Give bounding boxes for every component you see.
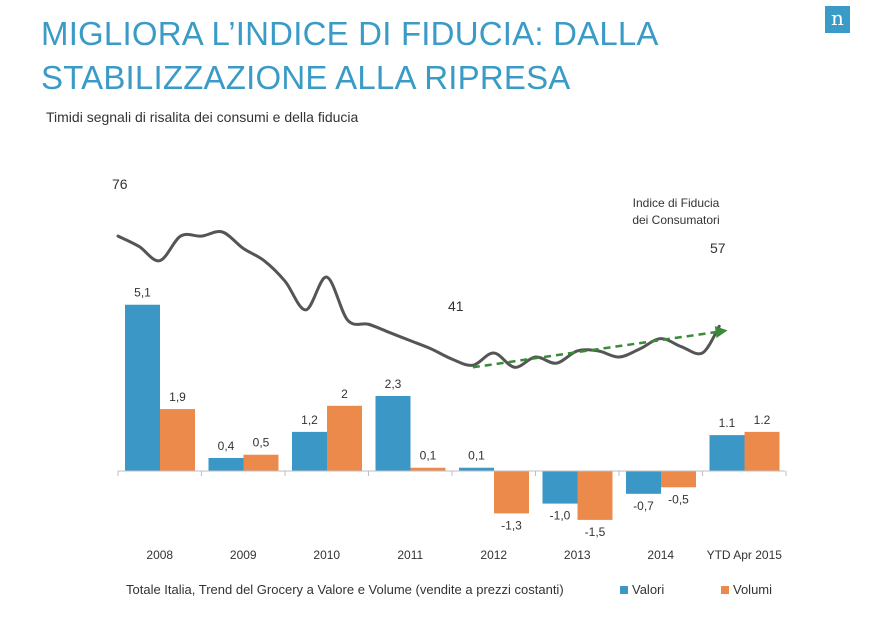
line-series-label-1: Indice di Fiducia [633, 196, 720, 210]
data-label-volumi-2012: -1,3 [501, 518, 522, 532]
bar-valori-2012 [459, 467, 494, 471]
bar-volumi-2008 [160, 409, 195, 471]
x-tick-label-2009: 2009 [230, 548, 257, 562]
data-label-volumi-ytd-apr-2015: 1.2 [754, 413, 771, 427]
annotation-41: 41 [448, 298, 464, 314]
bar-volumi-2012 [494, 471, 529, 514]
legend-swatch-valori [620, 586, 628, 594]
annotation-57: 57 [710, 240, 726, 256]
bar-valori-ytd-apr-2015 [709, 435, 745, 471]
bar-volumi-2014 [661, 471, 696, 488]
line-series-label-2: dei Consumatori [632, 213, 719, 227]
data-label-volumi-2011: 0,1 [420, 449, 437, 463]
x-axis-ticks: 2008 2009 2010 2011 2012 2013 2014 YTD Apr 2015 [117, 471, 787, 562]
x-tick-label-ytd-apr-2015: YTD Apr 2015 [707, 548, 783, 562]
bar-volumi-2013 [577, 471, 613, 520]
data-label-volumi-2014: -0,5 [668, 492, 689, 506]
legend-swatch-volumi [721, 586, 729, 594]
data-label-volumi-2013: -1,5 [585, 525, 606, 539]
bar-volumi-2010 [327, 405, 362, 471]
confidence-index-line [116, 230, 721, 369]
x-tick-label-2014: 2014 [647, 548, 674, 562]
x-tick-label-2013: 2013 [564, 548, 591, 562]
data-label-valori-2012: 0,1 [468, 449, 485, 463]
data-label-volumi-2008: 1,9 [169, 390, 186, 404]
bar-valori-2014 [626, 471, 661, 494]
x-tick-label-2010: 2010 [313, 548, 340, 562]
bar-valori-2008 [125, 304, 160, 471]
bar-volumi-ytd-apr-2015 [744, 431, 780, 471]
legend-label-valori: Valori [632, 582, 665, 597]
data-label-valori-2008: 5,1 [134, 286, 151, 300]
x-tick-label-2012: 2012 [480, 548, 507, 562]
data-label-volumi-2010: 2 [341, 387, 348, 401]
data-label-volumi-2009: 0,5 [253, 436, 270, 450]
trend-arrow-line [472, 330, 722, 369]
footer-note: Totale Italia, Trend del Grocery a Valor… [126, 582, 564, 597]
bar-valori-2009 [208, 457, 244, 471]
data-label-valori-2009: 0,4 [218, 439, 235, 453]
bar-volumi-2011 [410, 467, 446, 471]
x-tick-label-2011: 2011 [397, 548, 423, 562]
brand-logo-icon: n [825, 6, 850, 33]
bar-volumi-2009 [243, 454, 279, 471]
legend-label-volumi: Volumi [733, 582, 773, 597]
bar-valori-2010 [292, 431, 327, 471]
data-label-valori-2014: -0,7 [633, 499, 654, 513]
trend-arrow-head [714, 326, 728, 339]
annotation-76: 76 [112, 176, 128, 192]
bar-valori-2011 [375, 396, 411, 471]
data-label-valori-ytd-apr-2015: 1.1 [719, 416, 736, 430]
page-subtitle: Timidi segnali di risalita dei consumi e… [46, 109, 359, 125]
bar-group: 5,1 1,9 0,4 0,5 1,2 2 2,3 0,1 0,1 -1,3 -1,0 -1,5 -0,… [125, 286, 780, 539]
bar-valori-2013 [542, 471, 578, 504]
data-label-valori-2011: 2,3 [385, 377, 402, 391]
x-tick-label-2008: 2008 [146, 548, 173, 562]
confidence-line-layer [116, 230, 728, 369]
page-title: MIGLIORA L’INDICE DI FIDUCIA: DALLA STAB… [41, 15, 657, 96]
data-label-valori-2013: -1,0 [550, 509, 571, 523]
data-label-valori-2010: 1,2 [301, 413, 318, 427]
